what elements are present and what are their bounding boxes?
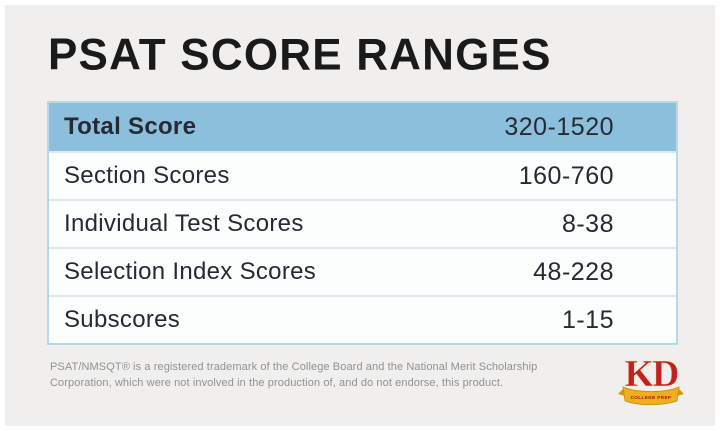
disclaimer-line-1: PSAT/NMSQT® is a registered trademark of… <box>50 361 538 373</box>
row-label: Individual Test Scores <box>64 210 304 237</box>
score-range-table: Total Score 320-1520 Section Scores 160-… <box>47 101 678 345</box>
table-row-section-scores: Section Scores 160-760 <box>49 151 676 199</box>
page-title: PSAT SCORE RANGES <box>48 29 552 80</box>
banner-text: COLLEGE PREP <box>631 395 672 400</box>
row-label: Section Scores <box>64 162 230 189</box>
table-row-total-score: Total Score 320-1520 <box>49 103 676 151</box>
kd-monogram-text: KD <box>625 353 679 395</box>
row-label: Total Score <box>64 113 197 140</box>
disclaimer-line-2: Corporation, which were not involved in … <box>50 376 504 389</box>
row-value: 48-228 <box>533 257 614 286</box>
row-label: Selection Index Scores <box>64 258 317 285</box>
table-row-selection-index-scores: Selection Index Scores 48-228 <box>49 247 676 295</box>
kd-logo-graphic: KD COLLEGE PREP <box>618 353 684 406</box>
row-value: 1-15 <box>561 305 614 334</box>
table-row-individual-test-scores: Individual Test Scores 8-38 <box>49 199 676 247</box>
row-value: 320-1520 <box>504 112 614 141</box>
row-value: 8-38 <box>561 209 614 238</box>
gold-ribbon-banner-icon: COLLEGE PREP <box>618 386 684 406</box>
row-value: 160-760 <box>518 161 614 190</box>
trademark-disclaimer: PSAT/NMSQT® is a registered trademark of… <box>50 360 590 392</box>
kd-college-prep-logo: KD COLLEGE PREP <box>617 353 685 409</box>
row-label: Subscores <box>64 306 181 333</box>
table-row-subscores: Subscores 1-15 <box>49 295 676 343</box>
